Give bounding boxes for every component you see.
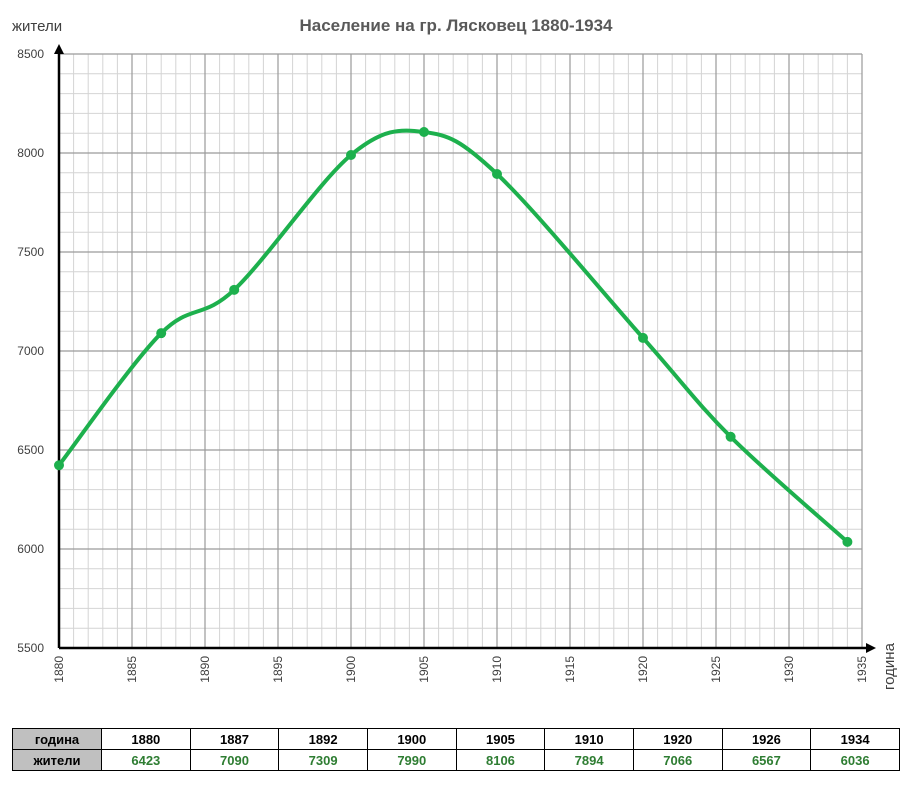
table-cell-year: 1910	[544, 728, 634, 750]
table-cell-year: 1934	[810, 728, 900, 750]
y-axis-label: жители	[12, 18, 62, 35]
population-line-chart: Население на гр. Лясковец 1880-1934 жите…	[12, 16, 898, 690]
table-cell-year: 1892	[278, 728, 368, 750]
y-tick-label: 7000	[17, 344, 44, 358]
y-tick-label: 5500	[17, 641, 44, 655]
x-tick-label: 1905	[417, 656, 431, 683]
data-point	[419, 127, 429, 138]
data-point	[156, 328, 167, 339]
table-cell-year: 1920	[632, 728, 723, 750]
table-cell-value: 7066	[632, 749, 723, 771]
y-tick-label: 7500	[17, 245, 44, 259]
x-tick-label: 1930	[782, 656, 796, 683]
y-axis-arrow	[54, 44, 64, 54]
table-cell-value: 8106	[455, 749, 546, 771]
table-cell-value: 7990	[366, 749, 457, 771]
table-row-label-values: жители	[12, 749, 102, 771]
x-tick-label: 1915	[563, 656, 577, 683]
table-cell-value: 6036	[810, 749, 900, 771]
table-cell-value: 7090	[189, 749, 280, 771]
table-cell-value: 7894	[544, 749, 634, 771]
table-cell-value: 6423	[101, 749, 191, 771]
data-point	[229, 284, 240, 295]
y-tick-labels: 5500 6000 6500 7000 7500 8000 8500	[17, 47, 44, 655]
table-cell-year: 1900	[366, 728, 457, 750]
data-point	[492, 168, 502, 179]
x-axis-label: година	[881, 642, 898, 690]
x-tick-label: 1890	[198, 656, 212, 683]
table-cell-year: 1887	[189, 728, 280, 750]
table-row-label-years: година	[12, 728, 102, 750]
x-tick-label: 1935	[855, 656, 869, 683]
data-point	[638, 332, 648, 343]
table-cell-year: 1926	[721, 728, 812, 750]
data-point	[346, 149, 356, 160]
x-tick-label: 1910	[490, 656, 504, 683]
data-points	[54, 127, 853, 547]
y-tick-label: 6000	[17, 542, 44, 556]
table-cell-value: 6567	[721, 749, 812, 771]
data-point	[54, 460, 64, 471]
x-tick-label: 1920	[636, 656, 650, 683]
x-tick-label: 1895	[271, 656, 285, 683]
data-point	[725, 431, 736, 442]
table-cell-year: 1880	[101, 728, 191, 750]
x-tick-label: 1885	[125, 656, 139, 683]
y-tick-label: 6500	[17, 443, 44, 457]
x-axis-arrow	[866, 643, 876, 653]
data-point	[842, 536, 853, 547]
x-tick-label: 1880	[52, 656, 66, 683]
data-table: година 1880 1887 1892 1900 1905 1910 1920 1926 1…	[12, 728, 900, 771]
x-tick-labels: 1880 1885 1890 1895 1900 1905 1910 1915 1920 1925…	[52, 656, 869, 683]
table-row-years: година 1880 1887 1892 1900 1905 1910 1920 1926 1…	[12, 728, 900, 750]
table-row-values: жители 6423 7090 7309 7990 8106 7894 7066 6567 6…	[12, 749, 900, 771]
axes	[54, 44, 876, 653]
x-tick-label: 1900	[344, 656, 358, 683]
chart-title: Население на гр. Лясковец 1880-1934	[299, 16, 613, 35]
y-tick-label: 8000	[17, 146, 44, 160]
y-tick-label: 8500	[17, 47, 44, 61]
x-tick-label: 1925	[709, 656, 723, 683]
table-cell-year: 1905	[455, 728, 546, 750]
table-cell-value: 7309	[278, 749, 368, 771]
